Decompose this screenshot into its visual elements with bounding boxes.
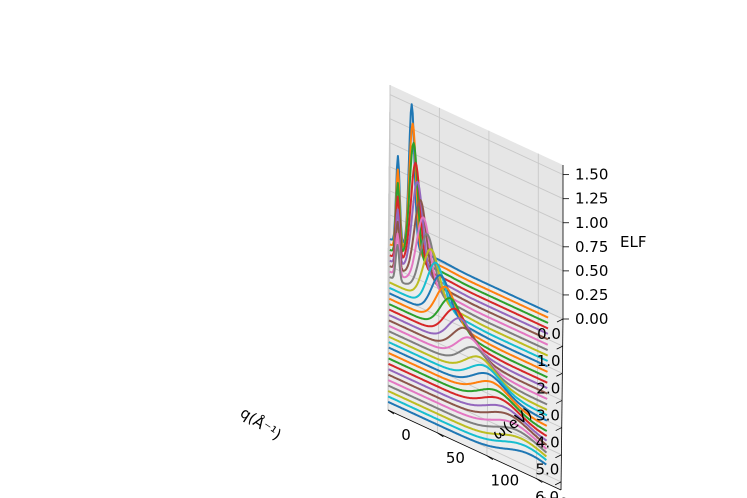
q-tick-mark	[555, 400, 563, 404]
q-tick-label: 3.0	[536, 406, 560, 424]
series-line-q-21	[388, 352, 548, 427]
omega-tick-mark	[437, 432, 444, 438]
omega-tick-mark	[387, 409, 395, 415]
grid-line-elf	[387, 93, 564, 266]
series-line-q-26	[387, 379, 548, 450]
series-line-q-17	[388, 330, 548, 406]
elf-tick-label: 1.50	[575, 166, 608, 184]
q-tick-label: 0.0	[537, 325, 561, 343]
elf-tick-label: 1.25	[575, 190, 608, 208]
q-tick-label: 2.0	[536, 379, 560, 397]
series-line-q-6	[389, 216, 549, 346]
elf-tick-label: 0.50	[575, 262, 608, 280]
series-line-q-19	[388, 341, 548, 417]
series-line-q-29	[387, 395, 547, 461]
omega-tick-label: 0	[401, 426, 411, 444]
series-line-q-9	[389, 261, 549, 362]
q-axis-line	[560, 318, 564, 491]
pane-omega-elf	[390, 85, 563, 319]
series-line-q-8	[389, 248, 549, 357]
series-line-q-20	[388, 346, 548, 422]
omega-tick-label: 100	[491, 472, 520, 490]
series-line-q-23	[388, 362, 548, 437]
tick-labels: 0.0 1.0 2.0 3.0 4.0 5.0 6.0 0 50 100 150 0.00 0.25 0.…	[387, 166, 608, 498]
q-tick-label: 6.0	[535, 488, 559, 498]
axis-lines	[387, 165, 564, 491]
q-tick-mark	[556, 345, 563, 350]
series-group	[387, 103, 549, 466]
q-tick-mark	[556, 318, 564, 323]
series-line-q-27	[387, 384, 548, 454]
q-tick-mark	[556, 372, 563, 377]
omega-axis-line	[387, 409, 562, 491]
series-line-q-18	[388, 335, 548, 411]
series-line-q-30	[387, 400, 547, 466]
omega-tick-mark	[536, 478, 543, 483]
series-line-q-24	[388, 368, 548, 442]
x-axis-label: q(Å⁻¹)	[237, 403, 285, 444]
series-line-q-15	[388, 319, 548, 395]
q-tick-mark	[555, 427, 562, 431]
grid-line-omega	[535, 307, 539, 479]
elf-tick-label: 0.75	[575, 238, 608, 256]
q-tick-mark	[554, 481, 562, 486]
series-line-q-25	[387, 373, 548, 446]
q-tick-label: 4.0	[536, 434, 560, 452]
elf-tick-label: 0.00	[575, 310, 608, 328]
series-line-q-7	[389, 233, 549, 352]
series-line-q-5	[389, 199, 549, 341]
q-tick-label: 1.0	[537, 352, 561, 370]
series-line-q-16	[388, 324, 548, 400]
series-line-q-3	[389, 161, 549, 330]
elf-tick-label: 1.00	[575, 214, 608, 232]
series-line-q-4	[389, 180, 549, 335]
q-tick-label: 5.0	[535, 461, 559, 479]
series-line-q-22	[388, 357, 548, 432]
omega-tick-label: 150	[540, 495, 569, 498]
omega-tick-label: 50	[446, 449, 465, 467]
series-line-q-14	[388, 314, 548, 390]
elf-tick-label: 0.25	[575, 286, 608, 304]
q-tick-mark	[555, 454, 562, 459]
omega-tick-mark	[486, 455, 494, 461]
series-line-q-28	[387, 390, 548, 458]
z-axis-label: ELF	[620, 233, 646, 251]
